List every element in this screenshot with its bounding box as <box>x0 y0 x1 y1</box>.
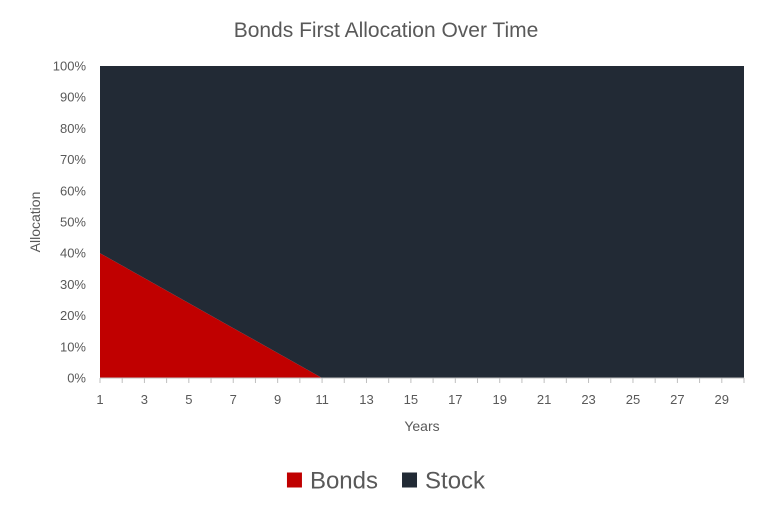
y-tick-label: 50% <box>60 215 86 230</box>
y-axis-ticks: 0% 10% 20% 30% 40% 50% 60% 70% 80% 90% 100% <box>53 59 87 386</box>
legend-item-bonds: Bonds <box>286 468 378 495</box>
legend-swatch <box>286 472 302 488</box>
y-axis-label: Allocation <box>27 192 43 253</box>
x-tick-label: 13 <box>359 392 373 407</box>
y-tick-label: 90% <box>60 90 86 105</box>
y-tick-label: 60% <box>60 183 86 198</box>
x-tick-label: 15 <box>404 392 418 407</box>
plot-area <box>100 66 744 378</box>
y-tick-label: 20% <box>60 308 86 323</box>
x-axis-ticks: 1 3 5 7 9 11 13 15 17 19 21 23 25 27 29 <box>96 378 745 407</box>
x-tick-label: 5 <box>185 392 192 407</box>
x-tick-label: 21 <box>537 392 551 407</box>
x-tick-label: 7 <box>230 392 237 407</box>
x-tick-label: 9 <box>274 392 281 407</box>
x-axis-label: Years <box>404 418 439 434</box>
y-tick-label: 30% <box>60 277 86 292</box>
y-tick-label: 70% <box>60 152 86 167</box>
y-tick-label: 80% <box>60 121 86 136</box>
x-tick-label: 27 <box>670 392 684 407</box>
x-tick-label: 1 <box>96 392 103 407</box>
legend: Bonds Stock <box>286 468 486 495</box>
y-tick-label: 40% <box>60 246 86 261</box>
y-tick-label: 0% <box>67 371 86 386</box>
x-tick-label: 3 <box>141 392 148 407</box>
x-tick-label: 19 <box>492 392 506 407</box>
x-tick-label: 17 <box>448 392 462 407</box>
legend-label: Stock <box>425 468 486 495</box>
area-series-stock <box>100 66 744 378</box>
x-tick-label: 23 <box>581 392 595 407</box>
area-series-bonds <box>100 253 744 378</box>
legend-swatch <box>402 472 418 488</box>
x-tick-label: 29 <box>715 392 729 407</box>
x-tick-label: 11 <box>315 392 329 407</box>
legend-label: Bonds <box>310 468 378 495</box>
chart-title: Bonds First Allocation Over Time <box>234 19 539 42</box>
y-tick-label: 100% <box>53 59 87 74</box>
legend-item-stock: Stock <box>402 468 486 495</box>
y-tick-label: 10% <box>60 339 86 354</box>
x-tick-label: 25 <box>626 392 640 407</box>
